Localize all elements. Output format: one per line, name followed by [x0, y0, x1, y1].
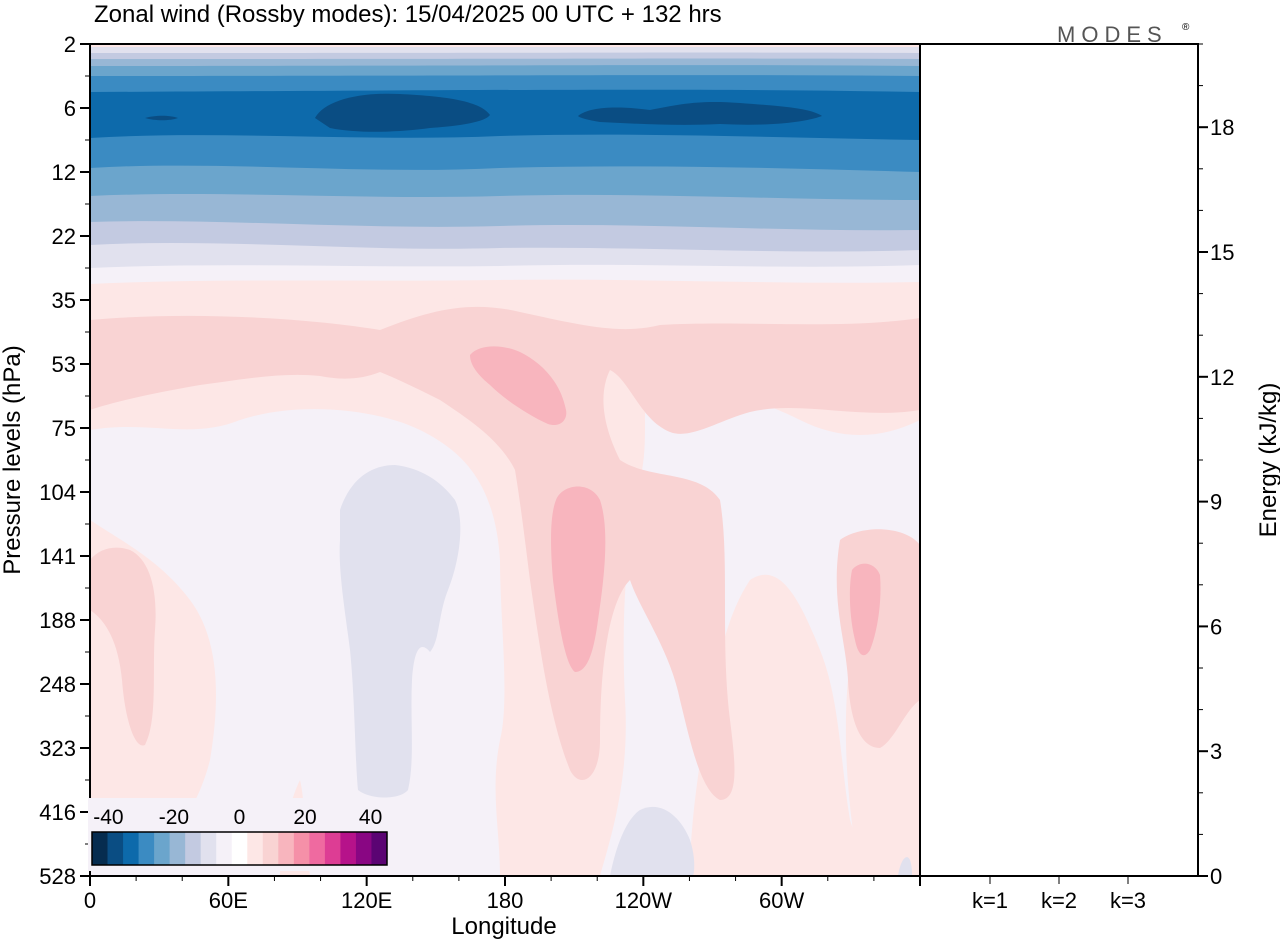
x-tick-label: 120W: [615, 888, 673, 913]
contour-weak-positive: [690, 574, 880, 876]
colorbar-tick-label: -40: [93, 806, 123, 829]
y2-tick-label: 9: [1210, 490, 1222, 515]
y-tick-label: 104: [39, 480, 76, 505]
colorbar-swatch: [293, 832, 310, 865]
y2-tick-label: 15: [1210, 240, 1234, 265]
contour-strong-positive: [470, 346, 567, 426]
colorbar-swatch: [185, 832, 202, 865]
y-tick-label: 416: [39, 800, 76, 825]
contour-small-positive: [158, 351, 182, 372]
band-stratosphere: [90, 128, 920, 172]
colorbar-swatch: [371, 832, 388, 865]
colorbar-swatch: [247, 832, 264, 865]
colorbar-swatch: [278, 832, 295, 865]
colorbar-swatch: [340, 832, 357, 865]
y-tick-label: 528: [39, 864, 76, 889]
pressure-axis: 2 6 12 22 35 53 75 104 141 188 248 323 416 528: [39, 32, 90, 889]
contour-strong-positive: [551, 486, 606, 672]
y-tick-label: 12: [52, 160, 76, 185]
wind-field: [90, 44, 920, 876]
band-stratosphere: [90, 86, 920, 140]
colorbar-swatch: [138, 832, 155, 865]
contour-weak-positive: [90, 282, 920, 876]
jet-core-negative: [578, 101, 822, 125]
contour-weak-negative: [339, 465, 461, 798]
colorbar-tick-label: 40: [359, 806, 382, 829]
colorbar-tick-label: 20: [293, 806, 316, 829]
y-tick-label: 35: [52, 288, 76, 313]
colorbar-tick-label: 0: [234, 806, 246, 829]
jet-core-negative: [145, 115, 178, 121]
y-tick-label: 75: [52, 416, 76, 441]
contour-weak-negative: [898, 857, 912, 876]
y-tick-label: 22: [52, 224, 76, 249]
colorbar-swatch: [92, 832, 109, 865]
modes-logo: MODES: [1057, 22, 1168, 47]
colorbar-swatch: [216, 832, 233, 865]
x-axis-label: Longitude: [451, 913, 556, 940]
band-stratosphere: [90, 190, 920, 231]
colorbar-swatch: [262, 832, 279, 865]
y-tick-label: 53: [52, 352, 76, 377]
colorbar-swatch: [169, 832, 186, 865]
longitude-axis: 0 60E 120E 180 120W 60W: [84, 876, 921, 913]
y2-tick-label: 0: [1210, 864, 1222, 889]
colorbar-swatch: [355, 832, 372, 865]
logo-registered-mark: ®: [1182, 22, 1190, 33]
energy-bar-label: k=2: [1041, 888, 1077, 913]
colorbar-swatch: [123, 832, 140, 865]
y-tick-label: 6: [64, 96, 76, 121]
energy-bars: k=1 k=2 k=3: [968, 875, 1150, 913]
y2-tick-label: 6: [1210, 614, 1222, 639]
y-tick-label: 2: [64, 32, 76, 57]
x-tick-label: 120E: [341, 888, 392, 913]
x-tick-label: 60W: [759, 888, 804, 913]
colorbar-swatch: [154, 832, 171, 865]
x-tick-label: 180: [487, 888, 524, 913]
chart-title: Zonal wind (Rossby modes): 15/04/2025 00…: [94, 1, 722, 28]
y2-tick-label: 3: [1210, 739, 1222, 764]
band-stratosphere: [90, 160, 920, 200]
jet-core-negative: [315, 93, 490, 132]
colorbar-swatch: [107, 832, 124, 865]
contour-strong-positive: [849, 563, 881, 656]
energy-panel-frame: [919, 43, 1199, 877]
y-axis-label: Pressure levels (hPa): [0, 345, 26, 574]
y2-tick-label: 12: [1210, 365, 1234, 390]
y-tick-label: 188: [39, 608, 76, 633]
colorbar: -40 -20 0 20 40: [88, 798, 391, 871]
colorbar-tick-label: -20: [159, 806, 189, 829]
contour-medium-positive: [90, 306, 920, 800]
energy-axis-label: Energy (kJ/kg): [1255, 383, 1280, 538]
y2-tick-label: 18: [1210, 115, 1234, 140]
colorbar-swatch: [324, 832, 341, 865]
colorbar-swatch: [309, 832, 326, 865]
x-tick-label: 0: [84, 888, 96, 913]
energy-bar-label: k=1: [972, 888, 1008, 913]
contour-medium-positive: [90, 547, 156, 746]
y-tick-label: 141: [39, 544, 76, 569]
energy-axis: 0 3 6 9 12 15 18: [1198, 43, 1234, 889]
energy-bar-label: k=3: [1110, 888, 1146, 913]
x-tick-label: 60E: [209, 888, 248, 913]
colorbar-swatch: [200, 832, 217, 865]
y-tick-label: 323: [39, 736, 76, 761]
colorbar-frame: [91, 831, 388, 866]
colorbar-swatch: [231, 832, 248, 865]
contour-weak-negative: [610, 806, 695, 876]
y-tick-label: 248: [39, 672, 76, 697]
